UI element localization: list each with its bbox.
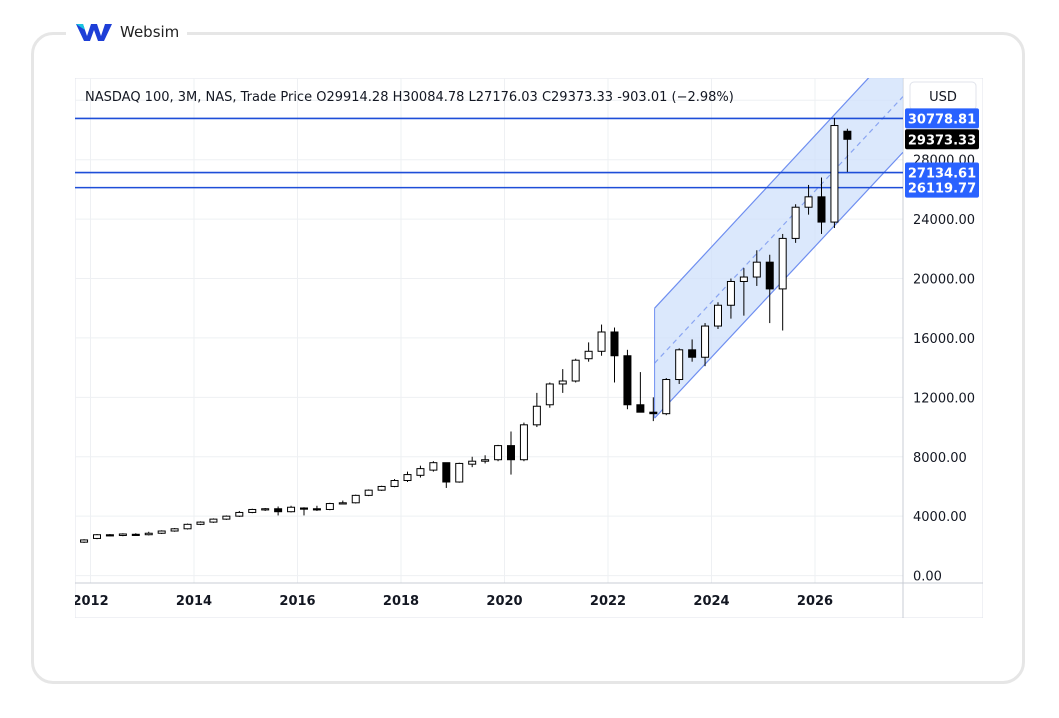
candle-body [791,206,800,239]
candle-body [248,508,257,513]
candle-body [688,349,697,358]
channel-mid-line [654,96,903,364]
candle-body [416,468,425,476]
candle-body [261,508,270,511]
level-price-label-bg [905,162,979,183]
candle-body [157,530,166,534]
channel-upper-line [654,78,870,309]
x-tick-label: 2018 [383,594,419,609]
chart-area: 0.00 4000.00 8000.00 12000.00 16000.00 20000.… [72,77,984,619]
candle-body [765,261,774,290]
brand: Websim [66,20,188,44]
candle-body [506,445,515,461]
candle-body [196,521,205,525]
candle-body [636,404,645,413]
candle-body [545,383,554,406]
candle-body [701,325,710,358]
candle-body [519,424,528,461]
candle-body [144,532,153,536]
x-tick-label: 2020 [486,594,522,609]
candle-body [287,506,296,513]
candle-body [752,261,761,278]
candlestick-chart: 0.00 4000.00 8000.00 12000.00 16000.00 20000.… [72,77,984,619]
last-price-label-bg [905,129,979,150]
candle-body [92,534,101,539]
candle-body [338,502,347,505]
candle-body [675,349,684,381]
candle-body [183,523,192,530]
candle-body [377,485,386,491]
candle-body [442,462,451,483]
y-tick-label: 12000.00 [913,391,975,406]
candle-body [364,489,373,496]
candle-body [222,515,231,520]
websim-logo-icon [76,24,112,41]
candle-body [325,503,334,510]
candle-body [494,445,503,461]
candle-body [830,125,839,223]
candle-body [481,459,490,462]
level-price-label: 26119.77 [908,182,976,197]
candle-body [118,533,127,536]
y-tick-label: 20000.00 [913,273,975,288]
candle-body [649,411,658,415]
candle-body [726,280,735,306]
y-tick-label: 0.00 [913,570,942,585]
candle-body [739,276,748,282]
candle-body [274,508,283,513]
candle-body [209,518,218,523]
candle-body [571,359,580,382]
brand-name: Websim [120,23,180,41]
x-tick-label: 2016 [279,594,315,609]
candle-body [584,350,593,360]
x-tick-label: 2026 [797,594,833,609]
candle-body [403,474,412,482]
legend-text: NASDAQ 100, 3M, NAS, Trade Price O29914.… [85,90,734,105]
candle-body [105,534,114,537]
candle-body [610,331,619,357]
x-tick-label: 2012 [75,594,109,609]
candle-body [429,462,438,471]
y-tick-label: 4000.00 [913,510,967,525]
candle-body [80,539,89,543]
candle-body [299,507,308,510]
level-price-label-bg [905,108,979,129]
candle-body [170,528,179,532]
x-tick-label: 2024 [693,594,729,609]
candle-body [817,196,826,223]
y-tick-label: 24000.00 [913,213,975,228]
y-tick-label: 8000.00 [913,451,967,466]
candle-body [843,130,852,140]
x-tick-label: 2022 [590,594,626,609]
y-tick-label: 16000.00 [913,332,975,347]
candle-body [778,237,787,290]
candle-body [390,480,399,487]
candle-body [804,196,813,208]
last-price-label: 29373.33 [908,133,976,148]
candle-body [623,355,632,406]
candle-body [235,511,244,517]
candle-body [558,380,567,385]
x-tick-label: 2014 [176,594,212,609]
level-price-label: 30778.81 [908,112,976,127]
candle-body [662,379,671,415]
candle-body [312,508,321,511]
level-price-label-bg [905,177,979,198]
candle-body [468,460,477,465]
candle-body [351,494,360,504]
candle-body [532,405,541,426]
candle-body [713,304,722,327]
candle-body [455,462,464,483]
currency-label: USD [929,90,957,105]
candle-body [131,533,140,536]
candle-body [597,331,606,352]
